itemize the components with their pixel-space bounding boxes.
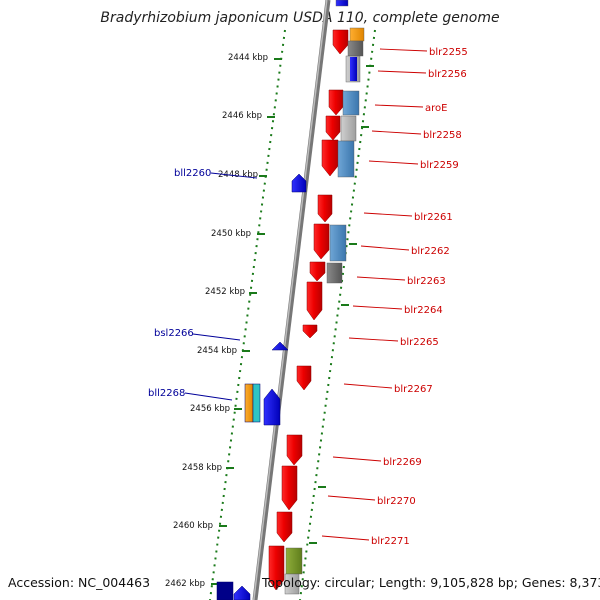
feature-block[interactable] [340,115,357,142]
gene-arrow-forward[interactable] [309,261,326,282]
gene-label[interactable]: blr2271 [371,536,410,547]
gene-arrow-forward[interactable] [302,324,318,339]
forward-strand-guide [299,29,376,600]
gene-arrow-forward[interactable] [306,281,323,321]
feature-block[interactable] [252,383,261,423]
gene-arrow-reverse[interactable] [233,585,251,600]
gene-label[interactable]: blr2258 [423,130,462,141]
gene-arrow-reverse[interactable] [291,173,307,193]
forward-tick-marks [309,65,374,544]
gene-label[interactable]: bll2260 [174,168,211,179]
kbp-label: 2448 kbp [218,170,258,180]
accession-text: Accession: NC_004463 [8,575,151,590]
reverse-leader-lines [184,172,258,401]
gene-label[interactable]: blr2265 [400,337,439,348]
gene-arrow-forward[interactable] [321,139,339,177]
feature-block[interactable] [335,0,349,7]
feature-block[interactable] [285,547,303,575]
gene-label[interactable]: aroE [425,103,447,114]
kbp-label: 2446 kbp [222,111,262,121]
feature-block[interactable] [326,262,343,284]
gene-arrow-forward[interactable] [325,115,341,141]
gene-arrow-forward[interactable] [332,29,349,55]
kbp-label: 2444 kbp [228,53,268,63]
kbp-label: 2460 kbp [173,521,213,531]
forward-gene-labels: blr2255 blr2256 aroE blr2258 blr2259 blr… [371,47,468,547]
genome-info-text: Topology: circular; Length: 9,105,828 bp… [262,575,600,590]
gene-label[interactable]: blr2262 [411,246,450,257]
feature-block[interactable] [350,57,357,81]
gene-label[interactable]: blr2255 [429,47,468,58]
reverse-strand-guide [209,29,286,600]
feature-block[interactable] [244,383,254,423]
gene-arrow-forward[interactable] [276,511,293,543]
gene-arrow-forward[interactable] [328,89,344,116]
kbp-label: 2458 kbp [182,463,222,473]
map-title: Bradyrhizobium japonicum USDA 110, compl… [100,10,500,26]
feature-block[interactable] [284,573,300,595]
feature-block[interactable] [342,90,360,116]
kbp-tick-marks [211,58,282,585]
gene-label[interactable]: blr2269 [383,457,422,468]
gene-label[interactable]: blr2263 [407,276,446,287]
genome-axis [252,0,331,600]
gene-label[interactable]: bll2268 [148,388,185,399]
gene-arrow-forward[interactable] [313,223,330,260]
gene-arrow-reverse[interactable] [263,388,281,426]
gene-arrow-forward[interactable] [281,465,298,511]
feature-block[interactable] [329,224,347,262]
feature-block[interactable] [347,40,364,57]
kbp-label: 2456 kbp [190,404,230,414]
forward-genes [268,29,349,591]
gene-label[interactable]: bsl2266 [154,328,194,339]
gene-arrow-forward[interactable] [317,194,333,223]
gene-label[interactable]: blr2261 [414,212,453,223]
gene-label[interactable]: blr2270 [377,496,416,507]
reverse-genes [216,173,307,600]
kbp-label: 2454 kbp [197,346,237,356]
feature-block[interactable] [349,27,365,42]
genome-axis-highlight [253,0,328,600]
kbp-label: 2450 kbp [211,229,251,239]
gene-label[interactable]: blr2259 [420,160,459,171]
gene-label[interactable]: blr2264 [404,305,443,316]
feature-block[interactable] [216,581,234,600]
feature-block[interactable] [337,140,355,178]
gene-label[interactable]: blr2256 [428,69,467,80]
gene-arrow-forward[interactable] [286,434,303,466]
kbp-label: 2462 kbp [165,579,205,589]
gene-arrow-reverse[interactable] [271,341,289,351]
reverse-gene-labels: bll2260 bsl2266 bll2268 [148,168,211,399]
forward-leader-lines [321,48,428,541]
gene-arrow-forward[interactable] [296,365,312,391]
kbp-labels: 2444 kbp 2446 kbp 2448 kbp 2450 kbp 2452… [165,53,268,589]
gene-label[interactable]: blr2267 [394,384,433,395]
gene-arrow-forward[interactable] [268,545,285,591]
feature-blocks [284,0,365,595]
kbp-label: 2452 kbp [205,287,245,297]
